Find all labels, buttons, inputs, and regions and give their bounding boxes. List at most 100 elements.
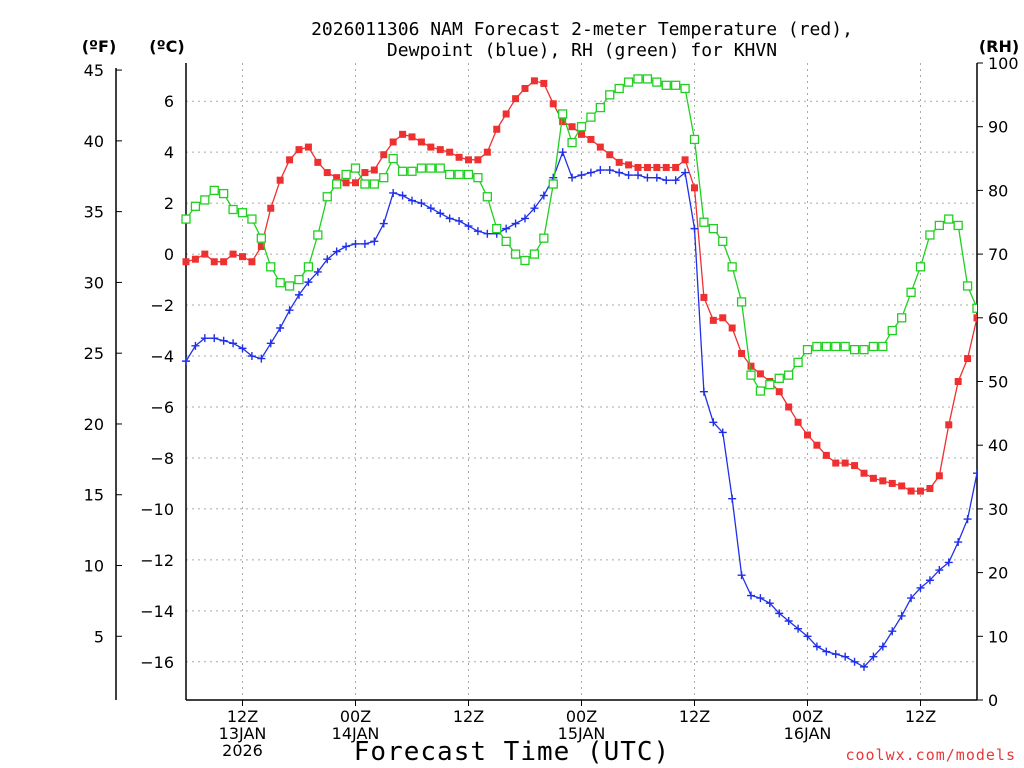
rh-unit-label: (RH): [979, 37, 1019, 56]
temperature-point: [540, 79, 548, 87]
temperature-point: [756, 370, 764, 378]
dewpoint-point: [775, 609, 784, 618]
temperature-point: [465, 156, 472, 164]
temperature-point: [267, 204, 275, 212]
rh-point: [623, 77, 634, 87]
rh-tick-label: 30: [988, 500, 1008, 519]
rh-tick-label: 100: [988, 54, 1019, 73]
rh-point: [350, 163, 361, 173]
fahrenheit-tick-label: 15: [84, 486, 104, 505]
rh-point: [341, 169, 351, 180]
dewpoint-point: [973, 469, 977, 478]
rh-point: [539, 233, 549, 243]
dewpoint-point: [257, 354, 266, 363]
celsius-tick-label: −12: [140, 551, 174, 570]
temperature-point: [530, 77, 538, 85]
temperature-point: [201, 250, 209, 258]
temperature-point: [399, 130, 407, 138]
fahrenheit-tick-label: 35: [84, 203, 104, 222]
temperature-point: [700, 293, 708, 301]
rh-point: [266, 262, 276, 272]
celsius-tick-label: −2: [150, 296, 174, 315]
temperature-point: [446, 148, 454, 156]
rh-point: [736, 297, 747, 307]
temperature-point: [361, 169, 369, 177]
dewpoint-point: [304, 278, 313, 287]
dewpoint-point: [426, 204, 435, 213]
rh-point: [548, 179, 558, 189]
dewpoint-point: [285, 306, 294, 315]
temperature-point: [257, 242, 265, 250]
temperature-point: [907, 487, 915, 495]
dewpoint-point: [586, 168, 595, 177]
dewpoint-point: [483, 229, 492, 238]
dewpoint-point: [935, 566, 944, 575]
dewpoint-point: [417, 199, 426, 208]
dewpoint-point: [841, 652, 850, 661]
rh-point: [492, 223, 502, 234]
temperature-point: [785, 403, 793, 411]
dewpoint-point: [907, 594, 916, 603]
temperature-point: [389, 138, 397, 146]
dewpoint-point: [577, 171, 586, 180]
celsius-tick-label: −6: [150, 398, 174, 417]
temperature-point: [587, 135, 595, 143]
temperature-point: [606, 151, 614, 159]
dewpoint-point: [266, 339, 275, 348]
temperature-point: [502, 110, 510, 118]
rh-point: [369, 179, 379, 189]
temperature-point: [926, 485, 934, 493]
rh-point: [322, 192, 332, 202]
dewpoint-point: [737, 571, 746, 580]
rh-point: [831, 341, 841, 352]
rh-point: [397, 166, 408, 176]
temperature-point: [898, 482, 906, 490]
celsius-tick-label: −14: [140, 602, 174, 621]
dewpoint-point: [709, 418, 718, 427]
dewpoint-point: [671, 176, 680, 185]
rh-point: [680, 83, 690, 94]
x-tick-label: 12Z: [453, 707, 484, 726]
dewpoint-point: [822, 647, 831, 656]
temperature-point: [945, 421, 953, 429]
temperature-point: [521, 84, 529, 92]
dewpoint-point: [436, 209, 445, 218]
rh-point: [190, 201, 201, 211]
dewpoint-point: [681, 168, 690, 177]
rh-point: [906, 287, 916, 297]
rh-point: [868, 341, 879, 352]
rh-point: [614, 83, 624, 94]
rh-tick-label: 80: [988, 181, 1008, 200]
dewpoint-point: [464, 222, 473, 231]
data-series: [181, 74, 977, 671]
temperature-point: [813, 441, 821, 449]
celsius-tick-label: −4: [150, 347, 174, 366]
rh-point: [793, 357, 803, 368]
rh-point: [784, 370, 794, 380]
axes: [115, 62, 983, 706]
fahrenheit-tick-label: 20: [84, 415, 104, 434]
x-tick-label: 15JAN: [558, 724, 606, 743]
dewpoint-point: [219, 336, 228, 345]
rh-point: [671, 80, 681, 90]
temperature-point: [653, 163, 661, 171]
rh-point: [529, 249, 540, 259]
rh-point: [360, 179, 370, 189]
rh-point: [661, 80, 671, 90]
rh-point: [200, 195, 210, 205]
x-tick-label: 12Z: [679, 707, 710, 726]
rh-point: [501, 236, 511, 247]
rh-point: [802, 344, 813, 355]
rh-tick-label: 90: [988, 118, 1008, 137]
dewpoint-point: [502, 224, 511, 233]
dewpoint-point: [200, 334, 209, 343]
dewpoint-point: [360, 239, 369, 248]
dewpoint-point: [728, 494, 737, 503]
dewpoint-point: [398, 191, 407, 200]
dewpoint-point: [784, 617, 793, 626]
dewpoint-point: [313, 267, 322, 276]
dewpoint-point: [521, 214, 529, 223]
temperature-point: [662, 163, 670, 171]
